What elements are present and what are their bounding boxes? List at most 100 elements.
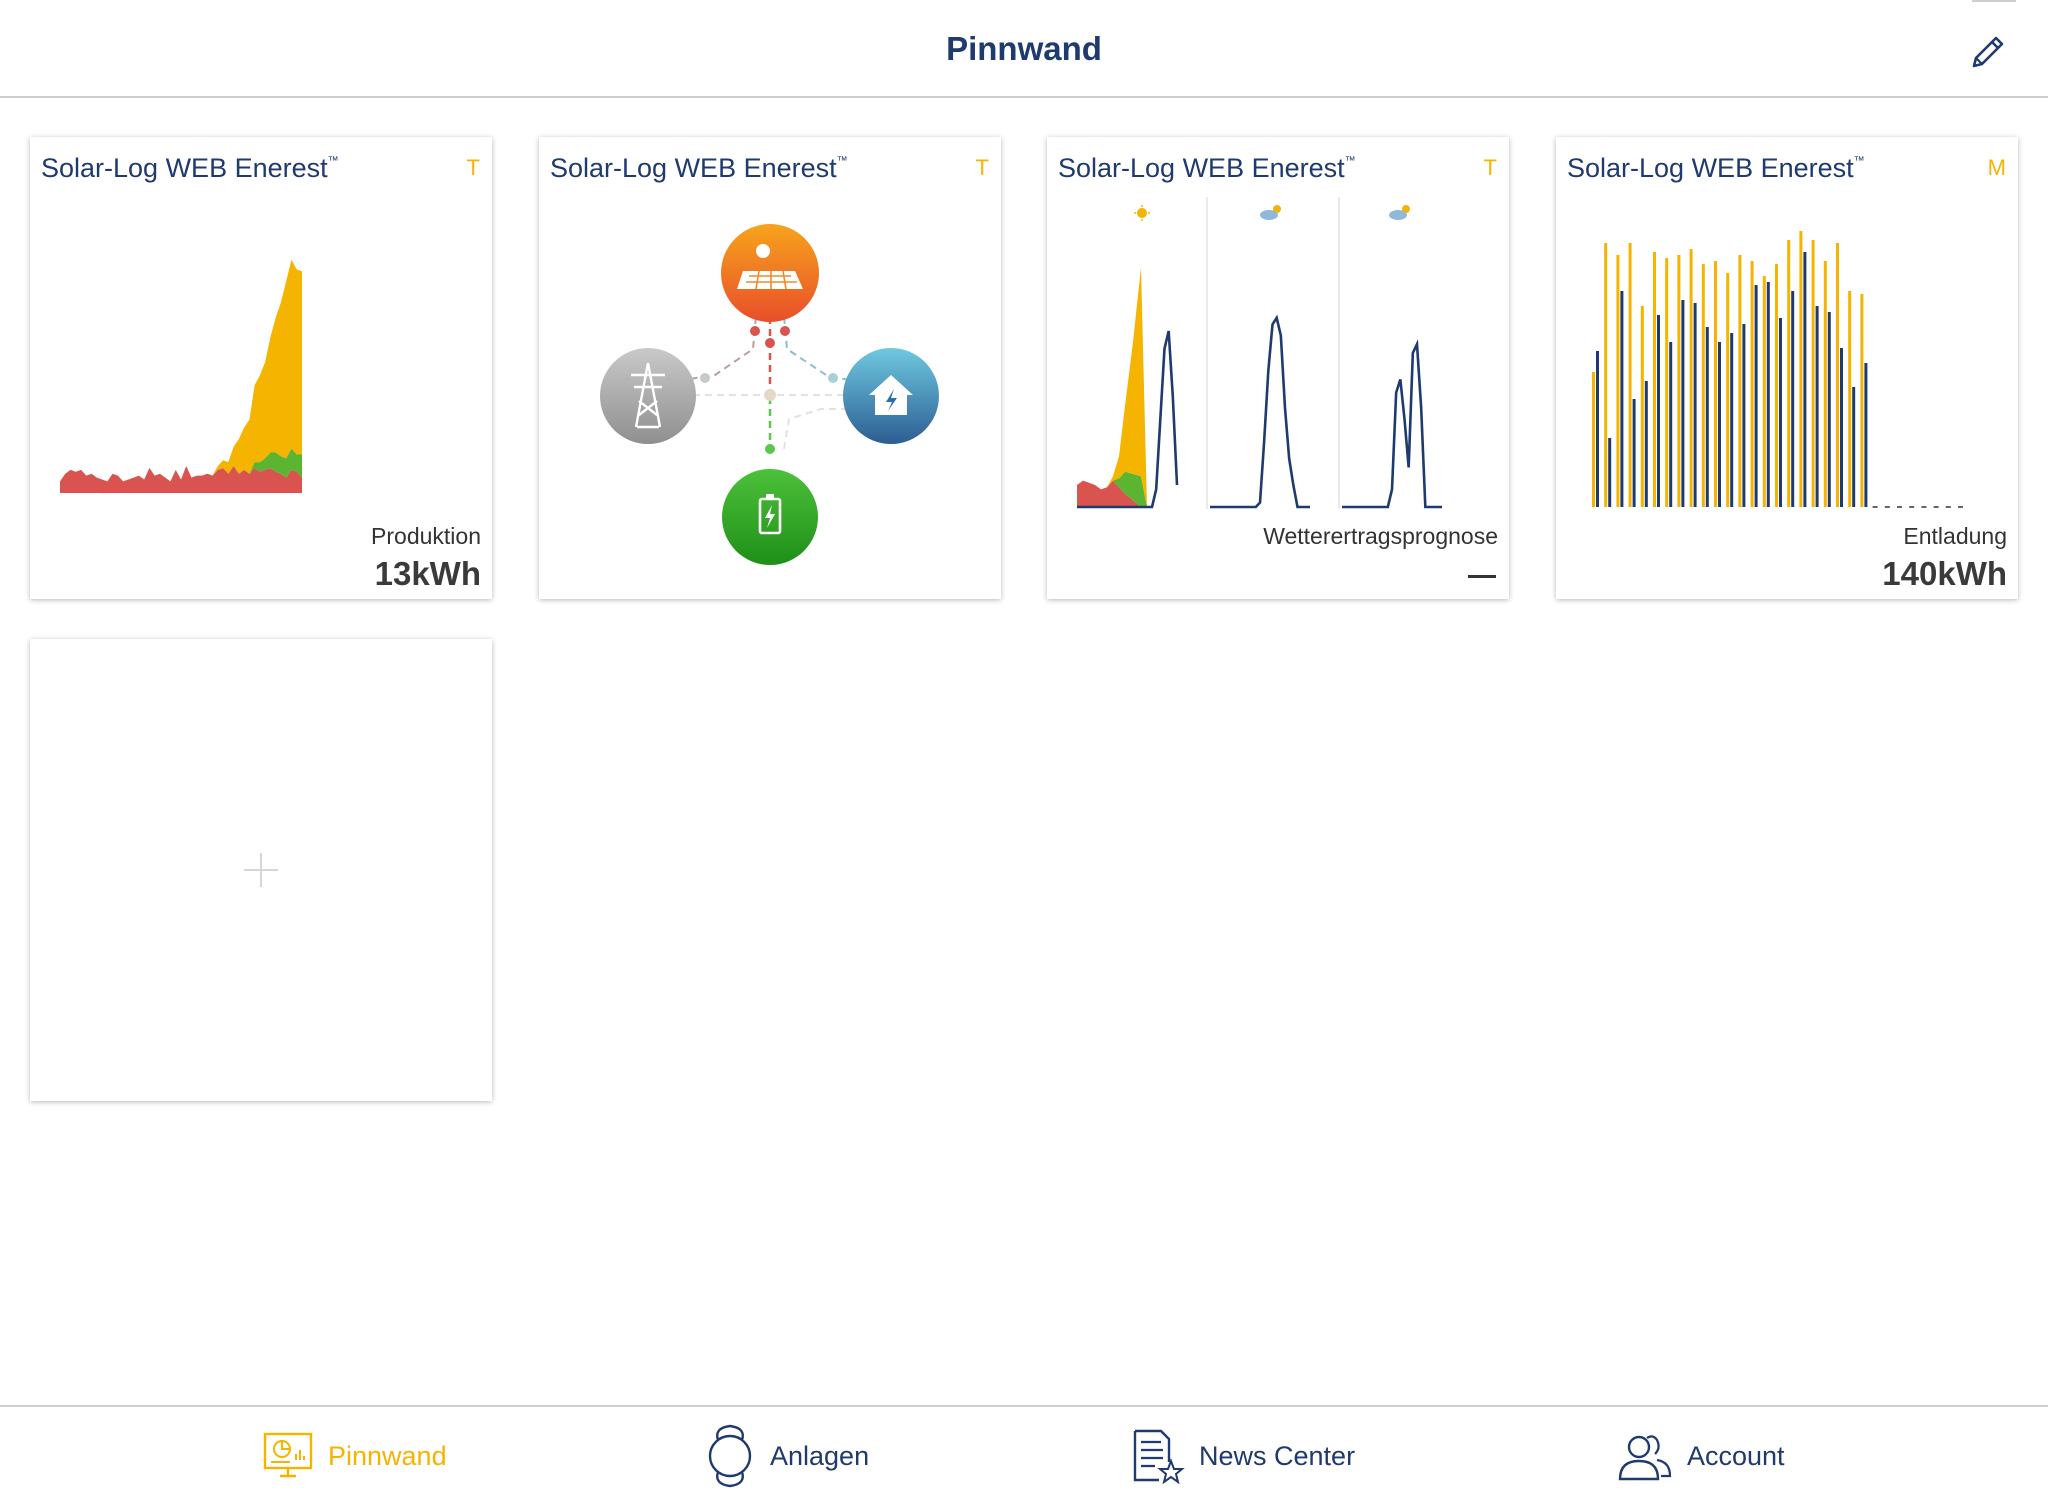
bar-discharge	[1596, 351, 1599, 507]
bar-discharge	[1718, 342, 1721, 507]
house-icon[interactable]	[843, 348, 939, 444]
bar-production	[1677, 255, 1681, 507]
widget-value: 140kWh	[1882, 555, 2007, 592]
bar-discharge	[1779, 318, 1782, 507]
area-series-0	[60, 466, 302, 493]
bar-production	[1653, 252, 1656, 507]
area-series-1	[60, 448, 302, 482]
bar-production	[1836, 243, 1839, 507]
tab-label: News Center	[1199, 1440, 1356, 1471]
area-series-2	[60, 259, 302, 482]
tab-bar: Pinnwand Anlagen News Center Account	[0, 1405, 2048, 1507]
bar-discharge	[1766, 282, 1770, 507]
news-icon	[1133, 1429, 1185, 1484]
grid-tower-icon[interactable]	[600, 348, 696, 444]
bar-discharge	[1620, 291, 1624, 507]
forecast-line-day-2	[1210, 314, 1310, 509]
bar-discharge	[1791, 291, 1795, 507]
bar-discharge	[1705, 327, 1709, 507]
discharge-chart	[1592, 231, 1963, 508]
bar-discharge	[1840, 348, 1843, 507]
widget-weather-forecast[interactable]: Solar-Log WEB Enerest™ T Wetterertragspr…	[1047, 137, 1509, 599]
page-title: Pinnwand	[946, 30, 1102, 67]
widget-production[interactable]: Solar-Log WEB Enerest™ T Produktion 13kW…	[30, 137, 492, 599]
cloud-sun-icon	[1260, 205, 1281, 220]
solar-panel-icon[interactable]	[721, 224, 819, 322]
bar-discharge	[1608, 438, 1612, 507]
bar-production	[1750, 261, 1754, 507]
bar-discharge	[1693, 303, 1697, 507]
bar-production	[1762, 276, 1766, 507]
sun-icon	[1134, 205, 1150, 221]
bar-discharge	[1864, 363, 1868, 507]
bar-discharge	[1803, 252, 1807, 507]
tab-account[interactable]: Account	[1617, 1425, 1785, 1487]
bar-production	[1823, 261, 1827, 507]
dashboard-icon	[263, 1432, 313, 1478]
widget-title: Solar-Log WEB Enerest™	[1058, 153, 1356, 183]
forecast-line-day-1	[1077, 330, 1179, 509]
tab-pinnwand[interactable]: Pinnwand	[262, 1425, 447, 1487]
production-chart	[60, 259, 302, 493]
widget-title: Solar-Log WEB Enerest™	[1567, 153, 1865, 183]
bar-discharge	[1657, 315, 1660, 507]
top-divider	[1972, 0, 2016, 2]
widget-value	[1468, 575, 1496, 578]
bar-production	[1616, 255, 1620, 507]
widget-discharge[interactable]: Solar-Log WEB Enerest™ M Entladung 140kW…	[1556, 137, 2018, 599]
today-area-1	[1077, 471, 1147, 507]
weather-forecast-chart	[1077, 197, 1442, 509]
tab-news-center[interactable]: News Center	[1131, 1425, 1355, 1487]
bar-discharge	[1742, 324, 1746, 507]
period-badge[interactable]: M	[1987, 155, 2006, 180]
widget-title: Solar-Log WEB Enerest™	[41, 153, 339, 183]
bar-discharge	[1644, 381, 1648, 507]
period-badge[interactable]: T	[975, 155, 989, 180]
bar-production	[1787, 240, 1791, 507]
bar-discharge	[1827, 312, 1831, 507]
add-widget-card[interactable]	[30, 639, 492, 1101]
bar-production	[1604, 243, 1608, 507]
bar-discharge	[1852, 387, 1856, 507]
bar-production	[1714, 261, 1717, 507]
plant-icon	[708, 1424, 752, 1488]
cloud-sun-icon	[1389, 205, 1410, 220]
bar-production	[1738, 255, 1742, 507]
bar-production	[1860, 294, 1864, 507]
bar-production	[1701, 264, 1705, 507]
widget-value: 13kWh	[374, 555, 481, 592]
widget-title: Solar-Log WEB Enerest™	[550, 153, 848, 183]
widget-label: Entladung	[1903, 523, 2007, 549]
forecast-line-day-3	[1342, 339, 1442, 509]
bar-production	[1665, 258, 1669, 507]
tab-label: Pinnwand	[328, 1440, 447, 1471]
bar-discharge	[1730, 333, 1734, 507]
tab-anlagen[interactable]: Anlagen	[704, 1424, 870, 1488]
pencil-icon	[1972, 36, 2004, 68]
bar-production	[1592, 372, 1595, 507]
bar-production	[1689, 249, 1693, 507]
add-icon[interactable]	[244, 853, 278, 887]
tab-label: Account	[1687, 1440, 1785, 1471]
bar-discharge	[1669, 342, 1673, 507]
top-bar: Pinnwand	[0, 0, 2048, 98]
bar-production	[1726, 273, 1730, 507]
bar-production	[1811, 240, 1815, 507]
bar-production	[1628, 243, 1632, 507]
bar-production	[1799, 231, 1803, 507]
edit-button[interactable]	[1966, 30, 2010, 74]
tab-label: Anlagen	[770, 1440, 870, 1471]
bar-production	[1775, 264, 1778, 507]
today-area-2	[1077, 267, 1147, 507]
widget-label: Wetterertragsprognose	[1263, 523, 1498, 549]
bar-discharge	[1754, 285, 1758, 507]
bar-discharge	[1632, 399, 1636, 507]
energy-flow-diagram	[600, 224, 939, 565]
battery-icon[interactable]	[722, 469, 818, 565]
period-badge[interactable]: T	[466, 155, 480, 180]
period-badge[interactable]: T	[1483, 155, 1497, 180]
account-icon	[1618, 1435, 1672, 1481]
bar-production	[1640, 306, 1644, 507]
today-area-0	[1077, 480, 1147, 507]
widget-energy-flow[interactable]: Solar-Log WEB Enerest™ T	[539, 137, 1001, 599]
